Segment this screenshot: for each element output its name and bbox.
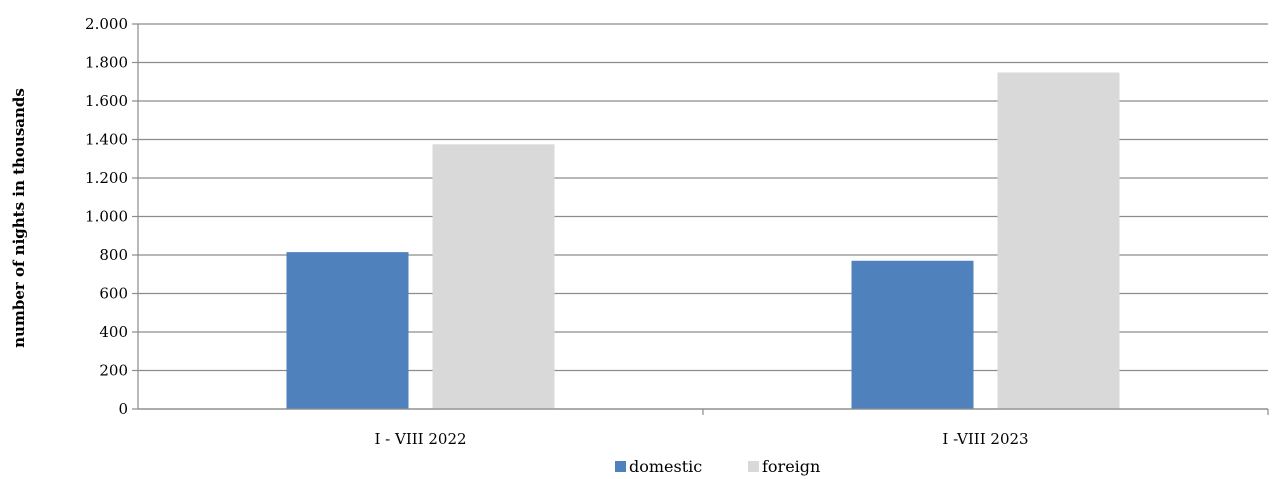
- x-tick-label: I - VIII 2022: [374, 430, 466, 448]
- y-tick-label: 1.600: [85, 92, 128, 110]
- y-tick-label: 200: [99, 362, 128, 380]
- x-tick-label: I -VIII 2023: [942, 430, 1028, 448]
- legend: domestic foreign: [615, 457, 820, 476]
- y-tick-label: 2.000: [85, 15, 128, 33]
- legend-swatch-domestic: [615, 461, 626, 472]
- bar-foreign-0: [432, 144, 555, 409]
- y-tick-label: 800: [99, 246, 128, 264]
- x-axis-ticks: I - VIII 2022 I -VIII 2023: [374, 409, 1269, 448]
- y-tick-label: 1.200: [85, 169, 128, 187]
- bar-foreign-1: [997, 72, 1120, 409]
- y-tick-label: 1.800: [85, 54, 128, 72]
- y-tick-label: 400: [99, 323, 128, 341]
- legend-label-foreign: foreign: [762, 457, 820, 476]
- legend-swatch-foreign: [748, 461, 759, 472]
- y-tick-label: 1.000: [85, 208, 128, 226]
- y-tick-label: 1.400: [85, 131, 128, 149]
- y-tick-label: 600: [99, 285, 128, 303]
- bars: [286, 72, 1120, 409]
- y-axis-ticks: 0 200 400 600 800 1.000 1.200 1.400 1.600 1.800 2.…: [85, 15, 138, 418]
- legend-label-domestic: domestic: [629, 457, 702, 476]
- bar-domestic-0: [286, 252, 409, 409]
- bar-domestic-1: [851, 260, 974, 409]
- y-tick-label: 0: [118, 400, 128, 418]
- y-axis-label: number of nights in thousands: [10, 88, 28, 348]
